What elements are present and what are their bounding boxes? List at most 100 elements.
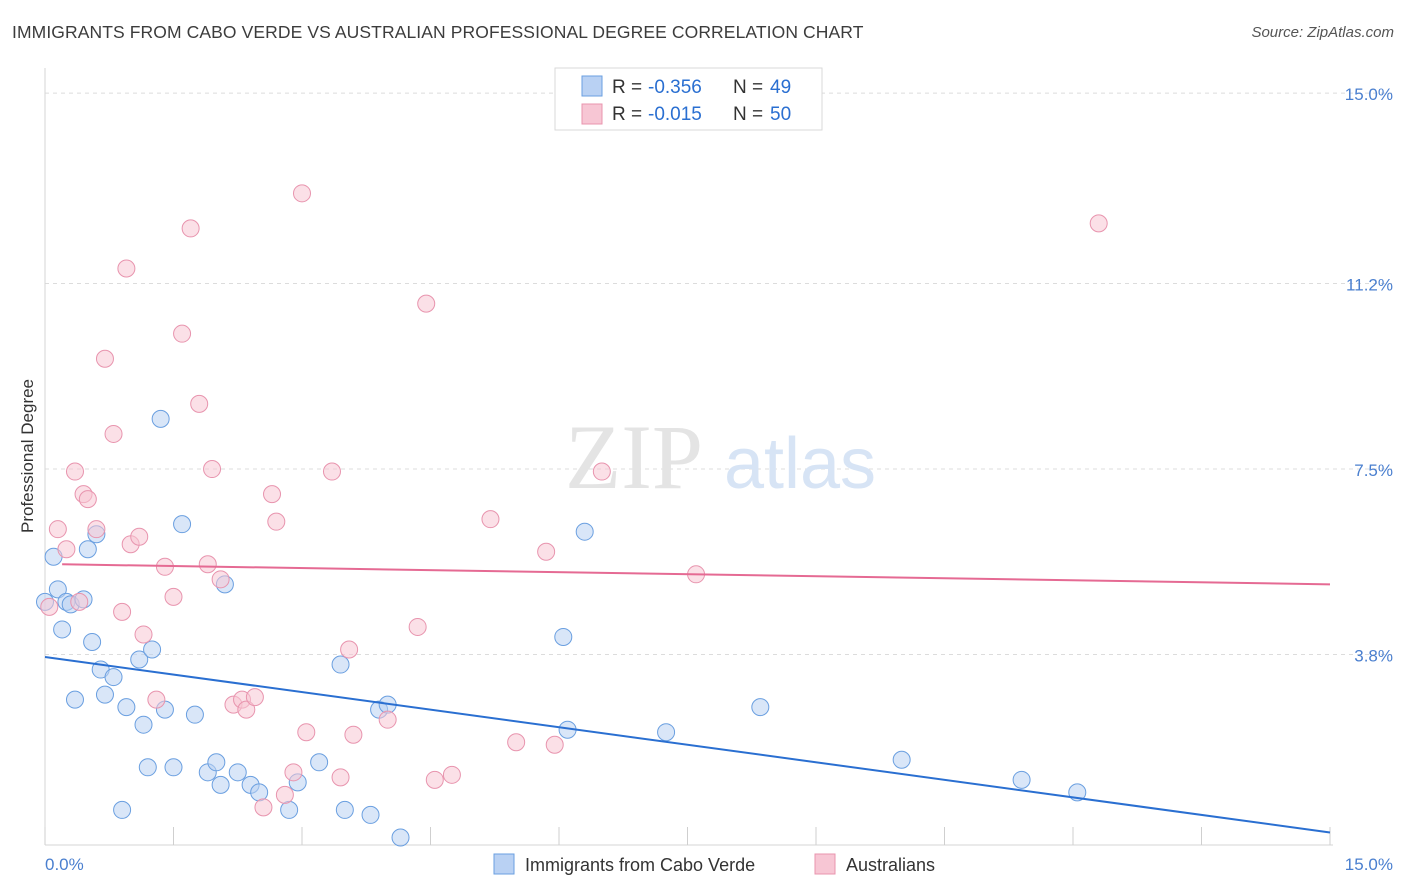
legend-n-value-2: 50 xyxy=(770,104,791,125)
point-s1-27 xyxy=(245,688,264,707)
point-s0-27 xyxy=(211,775,230,794)
legend-r-label-2: R = xyxy=(612,104,642,125)
point-s1-33 xyxy=(293,184,311,203)
point-s1-1 xyxy=(48,520,67,539)
legend-r-value-1: -0.356 xyxy=(648,77,702,98)
point-s1-38 xyxy=(344,725,363,744)
point-s1-23 xyxy=(211,570,230,589)
point-s1-44 xyxy=(481,510,500,529)
x-ticks xyxy=(44,827,1331,845)
point-s0-41 xyxy=(554,627,573,646)
watermark-atlas: atlas xyxy=(724,424,876,504)
point-s1-9 xyxy=(104,424,123,443)
point-s1-18 xyxy=(173,324,192,343)
point-s1-29 xyxy=(263,485,282,504)
point-s1-32 xyxy=(284,763,303,782)
point-s1-11 xyxy=(117,259,136,278)
point-s0-2 xyxy=(48,580,67,599)
point-s1-40 xyxy=(408,617,427,636)
series-legend: Immigrants from Cabo Verde Australians xyxy=(493,853,935,875)
point-s1-45 xyxy=(507,733,526,752)
point-s0-16 xyxy=(130,650,149,669)
point-s1-48 xyxy=(592,462,611,481)
point-s1-39 xyxy=(378,710,397,729)
point-s0-17 xyxy=(134,715,153,734)
point-s0-35 xyxy=(331,655,350,674)
point-s0-45 xyxy=(751,698,770,717)
point-s1-22 xyxy=(203,460,222,479)
point-s1-21 xyxy=(198,555,217,574)
point-s1-46 xyxy=(537,542,556,561)
series-legend-label-cabo-verde: Immigrants from Cabo Verde xyxy=(525,855,755,875)
point-s1-3 xyxy=(65,462,84,481)
point-s1-41 xyxy=(417,294,436,313)
point-s1-34 xyxy=(297,723,316,742)
point-s0-3 xyxy=(53,620,72,639)
point-s0-29 xyxy=(228,763,247,782)
trend-lines xyxy=(44,563,1331,834)
watermark: ZIP atlas xyxy=(565,406,876,508)
point-s1-19 xyxy=(181,219,200,238)
point-s1-43 xyxy=(442,765,461,784)
y-tick-labels: 3.8% 7.5% 11.2% 15.0% xyxy=(1345,85,1393,665)
point-s0-9 xyxy=(83,632,102,651)
point-s1-36 xyxy=(331,768,350,787)
point-s0-18 xyxy=(138,758,157,777)
legend-n-value-1: 49 xyxy=(770,77,791,98)
point-s1-35 xyxy=(322,462,341,481)
point-s1-8 xyxy=(95,349,114,368)
point-s0-44 xyxy=(657,723,676,742)
point-s1-4 xyxy=(70,592,89,611)
axes xyxy=(44,68,1333,846)
point-s1-37 xyxy=(340,640,359,659)
x-tick-label-1: 15.0% xyxy=(1345,855,1393,874)
point-s0-23 xyxy=(173,515,192,534)
legend-n-label-1: N = xyxy=(733,77,763,98)
point-s0-19 xyxy=(143,640,162,659)
legend-r-value-2: -0.015 xyxy=(648,104,702,125)
y-tick-label-2: 11.2% xyxy=(1346,276,1393,295)
y-tick-label-1: 7.5% xyxy=(1354,461,1393,480)
point-s1-28 xyxy=(254,798,273,817)
y-axis-label: Professional Degree xyxy=(18,379,37,533)
point-s1-42 xyxy=(425,770,444,789)
series-legend-swatch-cabo-verde xyxy=(493,853,515,875)
point-s1-0 xyxy=(40,597,59,616)
y-tick-label-3: 15.0% xyxy=(1345,85,1393,104)
legend-swatch-australians xyxy=(581,103,603,125)
trend-line-s0 xyxy=(44,656,1331,834)
point-s1-7 xyxy=(87,520,106,539)
point-s0-36 xyxy=(335,800,354,819)
series-legend-label-australians: Australians xyxy=(846,855,935,875)
point-s0-24 xyxy=(185,705,204,724)
point-s0-14 xyxy=(113,800,132,819)
point-s1-10 xyxy=(113,602,132,621)
point-s0-20 xyxy=(151,409,170,428)
point-s0-15 xyxy=(117,698,136,717)
point-s0-34 xyxy=(310,753,329,772)
point-s1-15 xyxy=(147,690,166,709)
point-s0-37 xyxy=(361,805,380,824)
point-s0-13 xyxy=(104,668,123,687)
point-s0-22 xyxy=(164,758,183,777)
point-s1-20 xyxy=(190,394,209,413)
source-label: Source: ZipAtlas.com xyxy=(1251,24,1394,41)
point-s1-14 xyxy=(134,625,153,644)
point-s1-26 xyxy=(237,700,256,719)
legend: R = -0.356 N = 49 R = -0.015 N = 50 xyxy=(554,67,823,131)
point-s1-47 xyxy=(545,735,564,754)
y-tick-label-0: 3.8% xyxy=(1354,647,1393,666)
legend-n-label-2: N = xyxy=(733,104,763,125)
series-legend-swatch-australians xyxy=(814,853,836,875)
point-s0-46 xyxy=(892,750,911,769)
point-s0-31 xyxy=(250,783,269,802)
point-s1-2 xyxy=(57,540,76,559)
legend-r-label-1: R = xyxy=(612,77,642,98)
point-s1-17 xyxy=(164,587,183,606)
point-s0-47 xyxy=(1012,770,1031,789)
x-tick-label-0: 0.0% xyxy=(45,855,84,874)
trend-line-s1 xyxy=(62,563,1331,586)
point-s0-8 xyxy=(78,540,97,559)
point-s1-6 xyxy=(78,490,97,509)
